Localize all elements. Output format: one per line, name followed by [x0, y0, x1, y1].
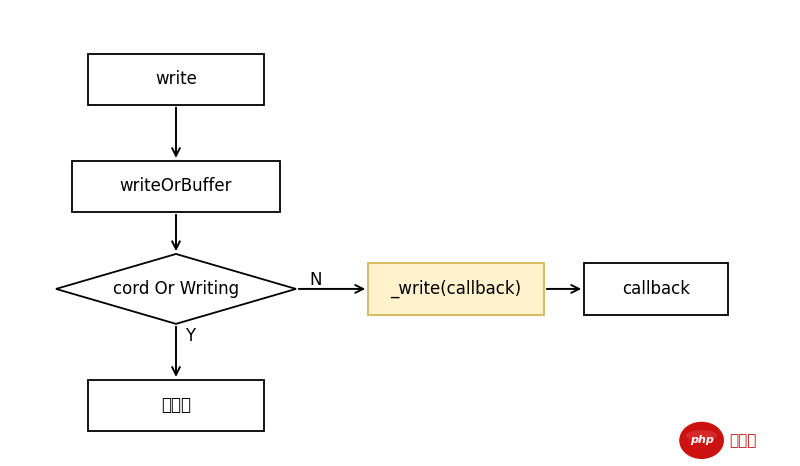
FancyBboxPatch shape	[72, 161, 280, 212]
Text: cord Or Writing: cord Or Writing	[113, 280, 239, 298]
Text: Y: Y	[186, 327, 195, 344]
Text: _write(callback): _write(callback)	[390, 280, 522, 298]
FancyBboxPatch shape	[88, 54, 264, 105]
FancyBboxPatch shape	[584, 263, 728, 315]
Text: writeOrBuffer: writeOrBuffer	[120, 178, 232, 195]
Text: write: write	[155, 70, 197, 88]
FancyBboxPatch shape	[368, 263, 544, 315]
Polygon shape	[56, 254, 296, 324]
Ellipse shape	[679, 422, 724, 459]
Text: callback: callback	[622, 280, 690, 298]
Text: N: N	[310, 271, 322, 288]
Text: 缓冲区: 缓冲区	[161, 397, 191, 414]
Text: 中文网: 中文网	[730, 433, 757, 448]
Ellipse shape	[686, 430, 718, 441]
Text: php: php	[690, 435, 714, 445]
FancyBboxPatch shape	[88, 380, 264, 431]
